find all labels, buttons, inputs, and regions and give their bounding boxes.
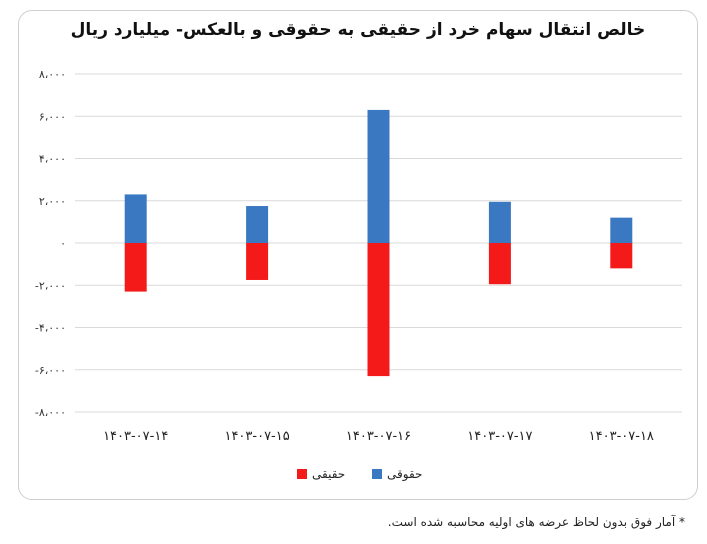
legend-swatch xyxy=(372,469,382,479)
x-tick-label: ۱۴۰۳-۰۷-۱۶ xyxy=(346,429,411,444)
chart-title: خالص انتقال سهام خرد از حقیقی به حقوقی و… xyxy=(70,20,646,40)
bar-haqiqi xyxy=(367,243,390,377)
bar-haqiqi xyxy=(246,243,269,280)
y-tick-label: -۴،۰۰۰ xyxy=(35,322,66,335)
y-tick-label: -۲،۰۰۰ xyxy=(35,279,66,292)
y-tick-label: ۲،۰۰۰ xyxy=(39,195,66,208)
y-tick-label: -۸،۰۰۰ xyxy=(35,406,66,419)
x-tick-label: ۱۴۰۳-۰۷-۱۸ xyxy=(589,429,654,444)
x-tick-label: ۱۴۰۳-۰۷-۱۷ xyxy=(467,429,532,444)
bar-huquqi xyxy=(124,194,147,243)
bar-huquqi xyxy=(367,109,390,243)
bar-huquqi xyxy=(488,201,511,243)
bar-haqiqi xyxy=(124,243,147,292)
x-tick-label: ۱۴۰۳-۰۷-۱۴ xyxy=(103,429,168,444)
footnote: * آمار فوق بدون لحاظ عرضه های اولیه محاس… xyxy=(387,515,685,529)
x-tick-label: ۱۴۰۳-۰۷-۱۵ xyxy=(224,429,289,444)
bar-haqiqi xyxy=(488,243,511,285)
y-tick-label: ۰ xyxy=(60,237,66,250)
y-tick-label: ۶،۰۰۰ xyxy=(39,110,66,123)
y-tick-label: ۴،۰۰۰ xyxy=(39,153,66,166)
legend-label: حقوقی xyxy=(387,467,422,482)
y-tick-label: -۶،۰۰۰ xyxy=(35,364,66,377)
y-tick-label: ۸،۰۰۰ xyxy=(39,68,66,81)
legend-label: حقیقی xyxy=(312,467,345,481)
legend-swatch xyxy=(297,469,307,479)
bar-huquqi xyxy=(246,206,269,243)
bar-huquqi xyxy=(610,217,633,243)
bar-haqiqi xyxy=(610,243,633,269)
